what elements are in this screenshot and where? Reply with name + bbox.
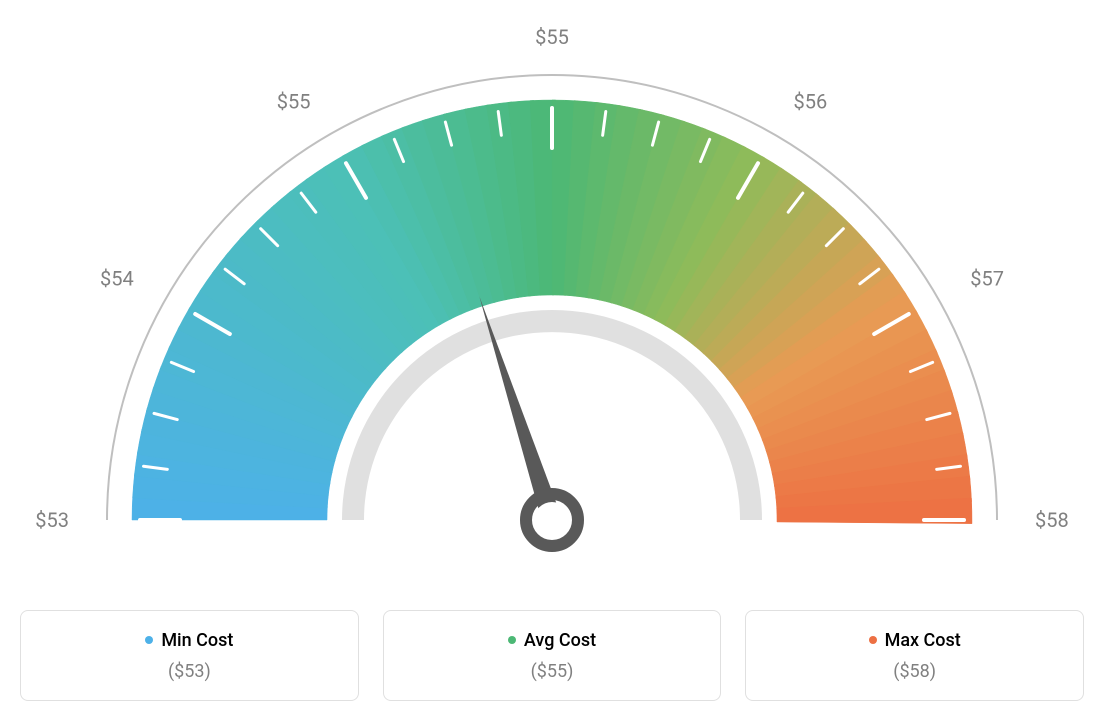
legend-min-title: Min Cost [145,630,233,651]
legend-avg-value: ($55) [394,661,711,682]
svg-text:$57: $57 [970,267,1004,291]
legend-avg-title: Avg Cost [508,630,596,651]
dot-icon-max [869,636,877,644]
gauge-area: $53 $54 $55 $55 $56 $57 $58 [20,20,1084,580]
legend-min-label: Min Cost [161,630,233,651]
gauge-chart-container: $53 $54 $55 $55 $56 $57 $58 Min Cost ($53) Avg… [20,20,1084,701]
legend-card-min: Min Cost ($53) [20,610,359,701]
legend-avg-label: Avg Cost [524,630,596,651]
svg-text:$55: $55 [535,25,569,49]
dot-icon-avg [508,636,516,644]
svg-text:$54: $54 [100,267,134,291]
svg-text:$56: $56 [794,90,828,114]
legend-max-value: ($58) [756,661,1073,682]
legend-max-label: Max Cost [885,630,961,651]
legend-row: Min Cost ($53) Avg Cost ($55) Max Cost (… [20,610,1084,701]
legend-min-value: ($53) [31,661,348,682]
svg-text:$58: $58 [1035,508,1069,532]
legend-max-title: Max Cost [869,630,961,651]
svg-text:$55: $55 [277,90,311,114]
svg-text:$53: $53 [35,508,69,532]
legend-card-avg: Avg Cost ($55) [383,610,722,701]
gauge-svg: $53 $54 $55 $55 $56 $57 $58 [20,20,1084,580]
legend-card-max: Max Cost ($58) [745,610,1084,701]
dot-icon-min [145,636,153,644]
